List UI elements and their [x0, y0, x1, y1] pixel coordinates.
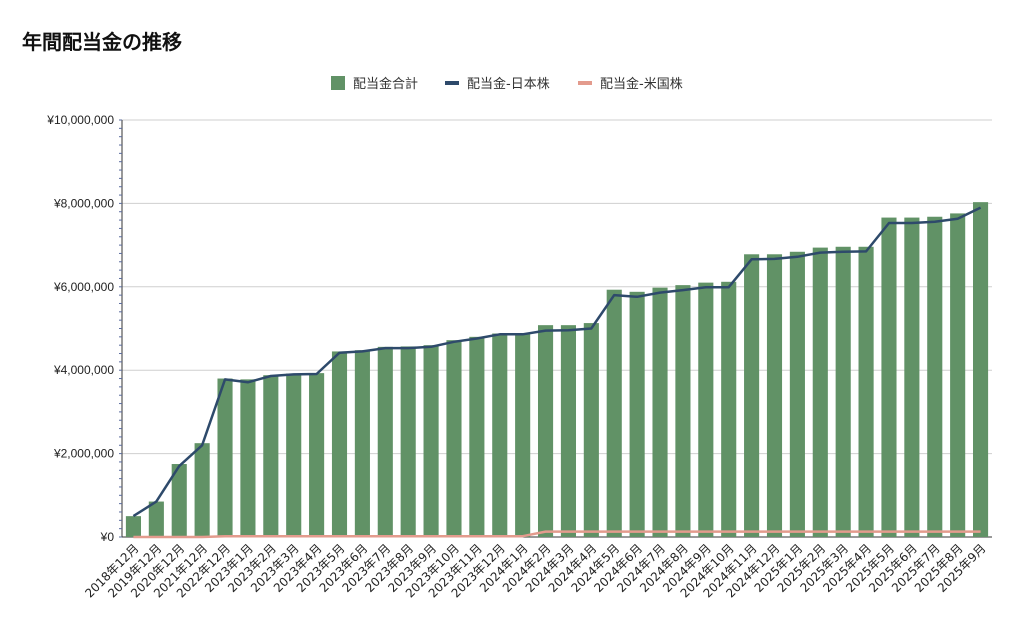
- bar-22: [629, 291, 645, 537]
- bar-27: [744, 254, 760, 538]
- y-tick-label: ¥10,000,000: [46, 113, 114, 127]
- bar-5: [240, 379, 256, 537]
- bar-30: [812, 247, 828, 538]
- bar-6: [263, 375, 279, 537]
- bar-1: [148, 501, 164, 537]
- legend-swatch-2: [578, 81, 592, 85]
- bar-2: [171, 464, 187, 537]
- bar-37: [972, 202, 989, 538]
- legend-label-2: 配当金-米国株: [600, 76, 683, 92]
- bar-23: [652, 287, 668, 537]
- y-tick-label: ¥6,000,000: [53, 280, 114, 294]
- bar-15: [469, 336, 485, 537]
- bar-36: [950, 213, 966, 537]
- bar-3: [194, 443, 210, 537]
- y-tick-label: ¥4,000,000: [53, 363, 114, 377]
- bar-26: [721, 281, 737, 537]
- series-line-1: [132, 206, 982, 518]
- bar-13: [423, 345, 439, 537]
- bar-16: [492, 333, 508, 537]
- legend-swatch-1: [445, 81, 459, 85]
- bar-28: [766, 254, 783, 538]
- bar-11: [377, 346, 393, 537]
- bar-17: [515, 333, 531, 537]
- y-tick-label: ¥0: [100, 530, 115, 544]
- y-tick-label: ¥2,000,000: [53, 447, 114, 461]
- bar-14: [446, 340, 462, 537]
- bar-7: [286, 373, 302, 537]
- bar-12: [400, 346, 416, 537]
- bar-21: [606, 289, 622, 537]
- bar-24: [675, 285, 691, 537]
- bar-33: [881, 217, 897, 537]
- bar-4: [217, 378, 233, 537]
- legend-label-0: 配当金合計: [353, 76, 418, 92]
- bar-35: [927, 216, 943, 537]
- bar-34: [904, 217, 920, 537]
- legend-swatch-0: [331, 76, 345, 90]
- bar-29: [789, 251, 805, 537]
- bar-25: [698, 282, 714, 537]
- bar-9: [331, 351, 348, 537]
- chart-title: 年間配当金の推移: [22, 30, 182, 54]
- bar-20: [583, 323, 599, 537]
- bar-19: [560, 325, 577, 537]
- legend-label-1: 配当金-日本株: [467, 76, 550, 92]
- bar-10: [354, 350, 370, 537]
- bar-31: [835, 246, 851, 537]
- series-line-2: [133, 530, 981, 539]
- bar-0: [125, 516, 142, 537]
- bar-8: [309, 373, 325, 537]
- y-tick-label: ¥8,000,000: [53, 196, 114, 210]
- bar-18: [537, 325, 554, 537]
- bar-32: [858, 246, 874, 537]
